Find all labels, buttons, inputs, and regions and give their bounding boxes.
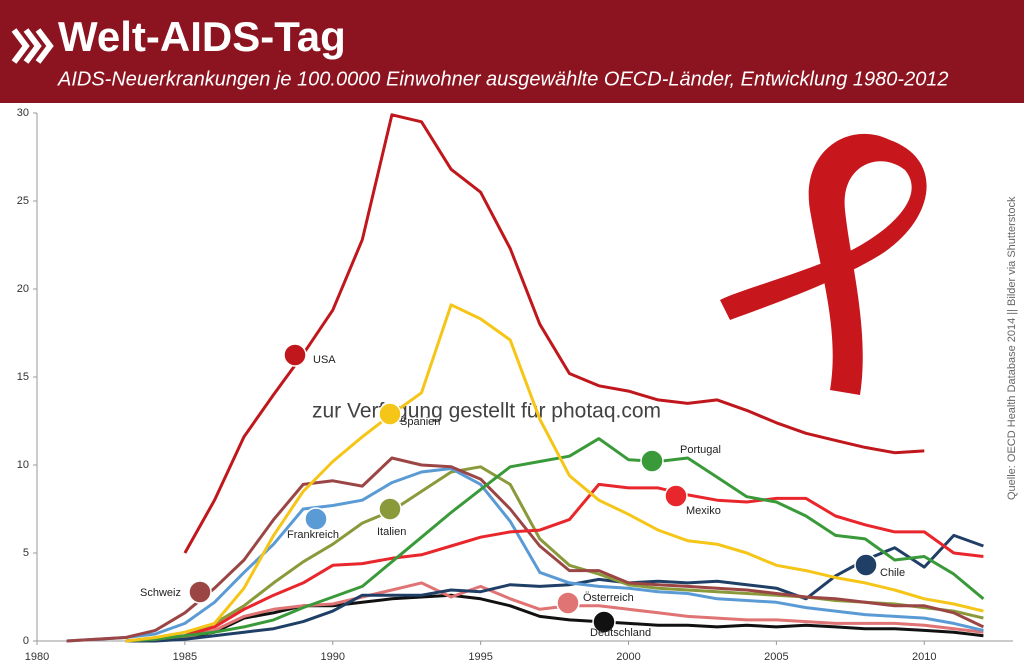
flag-icon (664, 484, 688, 508)
flag-icon (304, 507, 328, 531)
ribbon (720, 133, 927, 395)
x-tick-label: 2010 (912, 651, 936, 663)
series-label: USA (313, 354, 336, 366)
series-label: Mexiko (686, 505, 721, 517)
flag-icon (378, 402, 402, 426)
series-line (125, 303, 984, 643)
series-line (125, 482, 984, 643)
series-line (125, 581, 984, 643)
x-tick-label: 2005 (764, 651, 788, 663)
chart-title: Welt-AIDS-Tag (58, 13, 346, 60)
series-label: Deutschland (590, 627, 651, 639)
x-tick-label: 1990 (321, 651, 345, 663)
chart-subtitle: AIDS-Neuerkrankungen je 100.0000 Einwohn… (57, 68, 949, 90)
x-tick-label: 2000 (616, 651, 640, 663)
series-line (125, 437, 985, 643)
series-label: Italien (377, 526, 406, 538)
series-label: Chile (880, 567, 905, 579)
series-label: Österreich (583, 592, 634, 604)
source-note: Quelle: OECD Health Database 2014 || Bil… (1006, 196, 1018, 500)
flag-icon (640, 449, 664, 473)
flag-icon (188, 580, 212, 604)
header-band (0, 0, 1024, 103)
flag-icon (283, 343, 307, 367)
x-tick-label: 1980 (25, 651, 49, 663)
y-tick-label: 10 (17, 459, 29, 471)
series-label: Frankreich (287, 529, 339, 541)
x-tick-label: 1985 (173, 651, 197, 663)
series-line (125, 593, 984, 643)
series-label: Schweiz (140, 587, 181, 599)
flag-icon (556, 591, 580, 615)
flag-icon (378, 497, 402, 521)
x-tick-label: 1995 (468, 651, 492, 663)
y-tick-label: 30 (17, 107, 29, 119)
y-tick-label: 0 (23, 635, 29, 647)
watermark: zur Verfügung gestellt für photaq.com (312, 400, 661, 423)
flag-icon (592, 610, 616, 634)
y-tick-label: 20 (17, 283, 29, 295)
y-tick-label: 25 (17, 195, 29, 207)
series-line (66, 456, 985, 643)
series-line (66, 467, 984, 643)
oecd-logo (11, 28, 54, 64)
y-tick-label: 5 (23, 547, 29, 559)
series-line (125, 533, 984, 643)
series-label: Portugal (680, 444, 721, 456)
series-label: Spanien (400, 416, 440, 428)
y-tick-label: 15 (17, 371, 29, 383)
series-line (183, 113, 925, 554)
flag-icon (854, 553, 878, 577)
